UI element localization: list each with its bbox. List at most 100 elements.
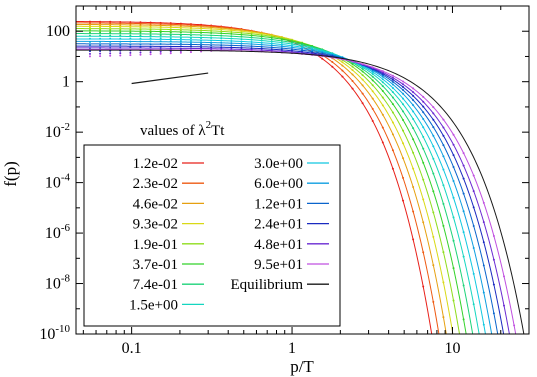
series-point	[391, 103, 394, 106]
y-tick-label: 1	[62, 74, 70, 91]
series-point	[99, 55, 102, 58]
legend-entry: 9.3e-02	[133, 217, 204, 233]
series-point	[109, 24, 112, 27]
series-point	[200, 37, 203, 40]
series-point	[109, 22, 112, 25]
series-point	[250, 34, 253, 37]
series-point	[189, 27, 192, 30]
series-point	[381, 85, 384, 88]
series-point	[119, 22, 122, 25]
legend-box	[83, 144, 341, 327]
legend: 1.2e-02 2.3e-02 4.6e-02 9.3e-02 1.9e-01 3.7e-…	[83, 144, 341, 327]
series-point	[462, 192, 465, 195]
series-point	[159, 24, 162, 27]
series-point	[402, 80, 405, 83]
series-point	[381, 90, 384, 93]
series-point	[402, 129, 405, 132]
series-point	[109, 52, 112, 55]
series-point	[391, 96, 394, 99]
series-point	[482, 241, 485, 244]
series-point	[189, 25, 192, 28]
series-point	[422, 100, 425, 103]
series-point	[280, 43, 283, 46]
series-point	[452, 180, 455, 183]
series-point	[169, 37, 172, 40]
series-layer	[76, 20, 525, 341]
x-tick-label: 0.1	[122, 340, 142, 357]
series-point	[169, 23, 172, 26]
series-point	[462, 231, 465, 234]
series-point	[88, 22, 91, 25]
series-point	[220, 27, 223, 30]
legend-title-main: values of λ	[140, 123, 206, 139]
series-point	[88, 50, 91, 53]
series-7-4e-01	[76, 33, 475, 341]
series-point	[129, 28, 132, 31]
series-point	[432, 126, 435, 129]
series-point	[169, 52, 172, 55]
series-point	[442, 184, 445, 187]
series-point	[391, 91, 394, 94]
series-point	[351, 60, 354, 63]
series-point	[250, 41, 253, 43]
series-point	[381, 81, 384, 84]
series-point	[351, 69, 354, 72]
series-point	[473, 339, 475, 341]
series-point	[371, 79, 374, 82]
series-point	[230, 48, 233, 51]
series-point	[290, 46, 293, 49]
series-point	[381, 104, 384, 107]
series-point	[270, 46, 273, 49]
series-point	[442, 144, 445, 147]
legend-entry: 1.5e+00	[129, 297, 204, 313]
series-point	[371, 66, 374, 69]
series-point	[371, 71, 374, 74]
series-point	[462, 177, 465, 180]
series-point	[250, 43, 253, 46]
series-point	[301, 44, 304, 47]
series-point	[432, 134, 435, 137]
series-point	[119, 52, 122, 55]
series-point	[129, 22, 132, 25]
series-point	[250, 38, 253, 41]
series-point	[442, 118, 445, 121]
legend-entries: 1.2e-02 2.3e-02 4.6e-02 9.3e-02 1.9e-01 3.7e-…	[129, 156, 329, 313]
series-point	[442, 281, 445, 284]
series-point	[341, 64, 344, 67]
series-point	[159, 26, 162, 29]
series-point	[442, 134, 445, 137]
series-point	[139, 31, 142, 34]
series-point	[169, 26, 172, 29]
series-point	[240, 33, 243, 36]
reference-layer	[131, 72, 209, 85]
y-tick-label: 10-2	[45, 121, 70, 141]
series-point	[301, 47, 304, 50]
series-point	[169, 50, 172, 53]
series-point	[361, 74, 364, 77]
series-point	[220, 44, 223, 47]
series-point	[422, 105, 425, 108]
series-point	[402, 86, 405, 88]
series-point	[412, 104, 415, 107]
series-point	[422, 117, 425, 120]
series-point	[412, 151, 415, 154]
series-1-5e-00	[76, 35, 480, 334]
series-point	[240, 38, 243, 41]
series-point	[210, 46, 213, 49]
series-point	[270, 36, 273, 39]
series-3-0e-00	[76, 38, 486, 334]
series-point	[432, 264, 435, 267]
x-tick-label: 10	[444, 340, 460, 357]
legend-entry: 6.0e+00	[254, 176, 329, 192]
series-point	[189, 37, 192, 40]
series-point	[220, 30, 223, 33]
series-point	[452, 196, 455, 199]
series-point	[109, 20, 112, 23]
y-tick-label: 100	[46, 23, 70, 40]
series-point	[129, 21, 132, 24]
series-point	[492, 283, 495, 286]
legend-entry: 4.8e+01	[254, 237, 329, 253]
series-point	[149, 21, 152, 24]
series-point	[88, 31, 91, 34]
series-line	[76, 49, 525, 334]
